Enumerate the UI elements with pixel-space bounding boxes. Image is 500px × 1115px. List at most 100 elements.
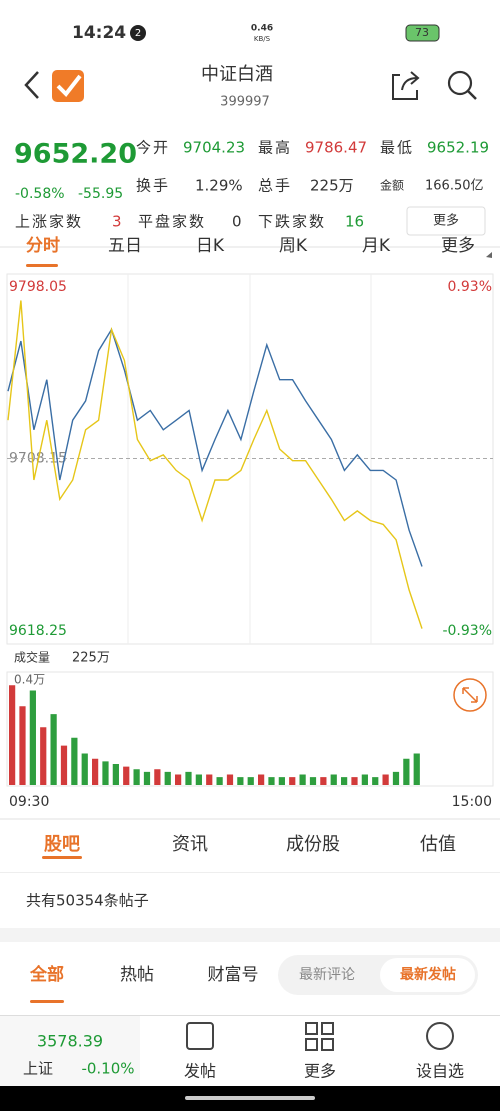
index-value: 3578.39 xyxy=(37,1032,103,1051)
share[interactable] xyxy=(392,71,420,100)
change: -55.95 xyxy=(78,186,123,202)
stat-value: 225万 xyxy=(310,177,354,195)
volume-total: 225万 xyxy=(72,651,110,666)
tab[interactable]: 财富号 xyxy=(208,965,259,985)
battery-level: 73 xyxy=(415,26,429,39)
volume-bar xyxy=(268,777,275,785)
index-name: 上证 xyxy=(23,1060,53,1078)
expand[interactable] xyxy=(453,678,487,712)
index-change: -0.10% xyxy=(81,1060,134,1078)
x-start: 09:30 xyxy=(9,794,49,810)
tab[interactable]: 月K xyxy=(362,236,391,256)
tab[interactable]: 热帖 xyxy=(120,965,154,985)
tab[interactable]: 成份股 xyxy=(286,834,340,855)
search-handle xyxy=(467,90,477,100)
volume-chart: 0.4万 xyxy=(9,673,420,785)
volume-bar xyxy=(102,761,109,785)
volume-bar xyxy=(50,714,57,785)
sort-option[interactable]: 最新发帖 xyxy=(400,966,456,983)
tab[interactable]: 周K xyxy=(279,236,308,256)
volume-bar xyxy=(372,777,379,785)
stats: 今开 9704.23 最高 9786.47 最低 9652.19 换手 1.29% 总手 225万… xyxy=(15,139,489,231)
badge-count: 2 xyxy=(135,28,141,39)
stat-value: 3 xyxy=(112,213,122,231)
volume-bar xyxy=(154,769,161,785)
logo xyxy=(52,70,84,102)
tab[interactable]: 全部 xyxy=(29,964,64,985)
y-tick-label: 9798.05 xyxy=(9,279,67,295)
post-count: 共有50354条帖子 xyxy=(26,892,149,910)
tab-underline xyxy=(42,856,82,859)
change-pct: -0.58% xyxy=(15,186,65,202)
tab[interactable]: 更多 xyxy=(441,236,475,256)
stat-label: 换手 xyxy=(136,177,170,195)
volume-bar xyxy=(278,777,285,785)
more-button[interactable] xyxy=(406,206,486,236)
volume-bar xyxy=(320,777,327,785)
tab[interactable]: 股吧 xyxy=(43,834,80,855)
tab-caret xyxy=(486,252,492,258)
tab-underline xyxy=(30,1000,64,1003)
tab[interactable]: 分时 xyxy=(26,236,60,256)
battery xyxy=(405,24,440,42)
y-tick-label: 0.4万 xyxy=(14,673,45,687)
action-label[interactable]: 发帖 xyxy=(184,1062,216,1081)
back[interactable] xyxy=(24,71,39,99)
index-box[interactable] xyxy=(0,1016,140,1086)
more-label[interactable]: 更多 xyxy=(433,213,459,229)
volume-bar xyxy=(351,777,358,785)
volume-frame xyxy=(6,671,494,787)
feed-tabs: 全部 热帖 财富号 xyxy=(29,964,259,985)
series-line xyxy=(7,327,423,567)
volume-bar xyxy=(112,764,119,785)
search[interactable] xyxy=(447,70,473,96)
pct-low: -0.93% xyxy=(442,623,492,639)
action-label[interactable]: 设自选 xyxy=(416,1062,464,1081)
volume-bar xyxy=(237,777,244,785)
volume-bar xyxy=(299,774,306,785)
sort-active xyxy=(380,958,475,992)
volume-bar xyxy=(92,758,99,785)
divider xyxy=(0,246,500,248)
volume-bar xyxy=(133,769,140,785)
speed-unit: KB/S xyxy=(254,35,271,43)
volume-bar xyxy=(19,706,26,785)
stat-value: 166.50亿 xyxy=(425,179,484,194)
tab[interactable]: 估值 xyxy=(420,834,456,855)
volume-bar xyxy=(361,774,368,785)
volume-bar xyxy=(341,777,348,785)
tab[interactable]: 五日 xyxy=(108,236,142,256)
post-icon xyxy=(186,1022,214,1050)
stat-value: 9652.19 xyxy=(427,139,489,157)
sort-option[interactable]: 最新评论 xyxy=(299,967,355,983)
speed: 0.46 xyxy=(251,24,273,34)
home-indicator xyxy=(185,1096,315,1100)
gap xyxy=(0,928,500,942)
volume-bar xyxy=(195,774,202,785)
volume-bar xyxy=(71,737,78,785)
stat-label: 最高 xyxy=(258,139,292,157)
stat-label: 下跌家数 xyxy=(258,213,326,231)
stat-value: 16 xyxy=(345,213,364,231)
actions: 发帖 更多 设自选 xyxy=(184,1062,464,1081)
volume-bar xyxy=(143,771,151,785)
volume-label: 成交量 xyxy=(14,650,50,665)
stat-value: 0 xyxy=(232,213,242,231)
volume-bar xyxy=(330,774,337,785)
logo-check xyxy=(56,74,82,98)
tab[interactable]: 资讯 xyxy=(172,834,208,855)
action-label[interactable]: 更多 xyxy=(304,1062,336,1081)
volume-bar xyxy=(29,690,36,785)
stat-label: 金额 xyxy=(380,178,404,193)
stat-value: 1.29% xyxy=(195,177,243,195)
stat-label: 上涨家数 xyxy=(15,213,83,231)
volume-bar xyxy=(216,777,223,785)
clock: 14:24 xyxy=(72,23,126,43)
volume-bar xyxy=(258,774,265,785)
series-line xyxy=(7,300,423,629)
volume-bar xyxy=(309,777,317,785)
info-tabs: 股吧 资讯 成份股 估值 xyxy=(43,834,456,855)
price: 9652.20 xyxy=(14,139,137,170)
tab[interactable]: 日K xyxy=(196,236,225,256)
